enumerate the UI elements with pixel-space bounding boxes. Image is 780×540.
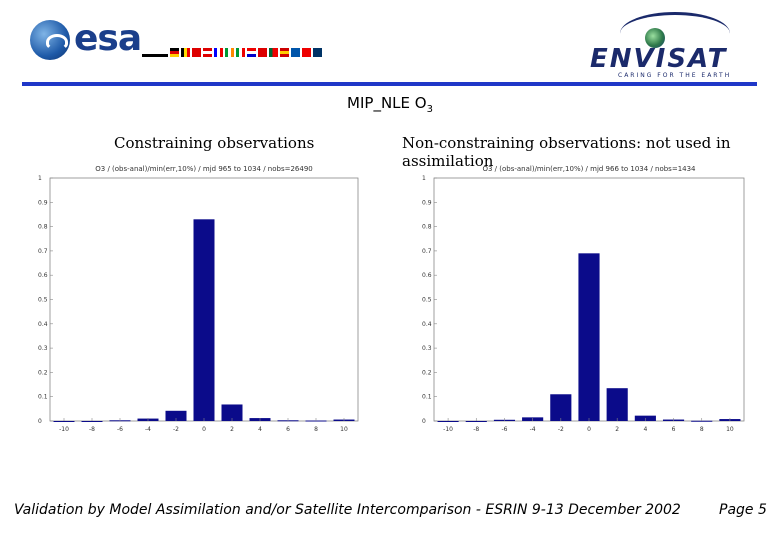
envisat-tagline: CARING FOR THE EARTH (618, 72, 732, 79)
x-tick-label: -8 (473, 426, 479, 433)
x-tick-label: 0 (202, 426, 206, 433)
y-tick-label: 0.6 (422, 272, 432, 279)
y-tick-label: 0.1 (422, 394, 432, 401)
flag-icon (302, 48, 311, 57)
bar (606, 388, 628, 421)
x-tick-label: -4 (145, 426, 151, 433)
header-rule (22, 82, 757, 86)
esa-wordmark: esa (74, 18, 142, 59)
bar (305, 420, 327, 422)
y-tick-label: 0.9 (422, 199, 432, 206)
x-tick-label: 8 (700, 426, 704, 433)
x-tick-label: -6 (117, 426, 123, 433)
esa-globe-icon (30, 20, 70, 60)
member-flags (170, 48, 322, 57)
y-tick-label: 1 (422, 175, 426, 182)
y-tick-label: 0.4 (422, 321, 432, 328)
y-tick-label: 0.2 (422, 369, 432, 376)
x-tick-label: 4 (643, 426, 647, 433)
bar (81, 421, 103, 422)
envisat-logo: ENVISAT CARING FOR THE EARTH (590, 12, 740, 79)
y-tick-label: 0.1 (38, 394, 48, 401)
bar (193, 219, 215, 421)
bar (691, 420, 713, 422)
y-tick-label: 0.7 (422, 248, 432, 255)
x-tick-label: 2 (230, 426, 234, 433)
flag-icon (192, 48, 201, 57)
flag-icon (269, 48, 278, 57)
bar (165, 410, 187, 421)
y-tick-label: 0.5 (38, 297, 48, 304)
esa-underscore (142, 54, 168, 57)
flag-icon (170, 48, 179, 57)
x-tick-label: -2 (558, 426, 564, 433)
y-tick-label: 0.9 (38, 199, 48, 206)
subtitle-right: Non-constraining observations: not used … (402, 134, 731, 170)
envisat-swoosh (620, 12, 730, 55)
x-tick-label: 10 (340, 426, 348, 433)
x-tick-label: 6 (286, 426, 290, 433)
esa-logo: esa (30, 18, 330, 68)
y-tick-label: 0.8 (38, 224, 48, 231)
x-tick-label: -6 (501, 426, 507, 433)
y-tick-label: 0.2 (38, 369, 48, 376)
chart-title: O3 / (obs-anal)/min(err,10%) / mjd 966 t… (482, 165, 696, 173)
x-tick-label: -2 (173, 426, 179, 433)
y-tick-label: 0.8 (422, 224, 432, 231)
bar (53, 421, 75, 422)
flag-icon (236, 48, 245, 57)
y-tick-label: 0.3 (38, 345, 48, 352)
histogram-constraining: O3 / (obs-anal)/min(err,10%) / mjd 965 t… (38, 165, 359, 433)
x-tick-label: 10 (726, 426, 734, 433)
y-tick-label: 0.6 (38, 272, 48, 279)
page-title: MIP_NLE O3 (0, 94, 780, 115)
x-tick-label: -10 (59, 426, 69, 433)
flag-icon (214, 48, 223, 57)
chart-title: O3 / (obs-anal)/min(err,10%) / mjd 965 t… (95, 165, 312, 173)
x-tick-label: -8 (89, 426, 95, 433)
flag-icon (291, 48, 300, 57)
flag-icon (203, 48, 212, 57)
envisat-wordmark: ENVISAT (590, 44, 728, 74)
bar (437, 421, 459, 422)
footer-text: Validation by Model Assimilation and/or … (14, 502, 681, 518)
flag-icon (247, 48, 256, 57)
bar (465, 421, 487, 422)
histogram-non-constraining: O3 / (obs-anal)/min(err,10%) / mjd 966 t… (422, 165, 745, 433)
x-tick-label: -4 (530, 426, 536, 433)
title-subscript: 3 (426, 104, 433, 115)
subtitle-left: Constraining observations (114, 134, 315, 152)
globe-icon (645, 28, 665, 48)
y-tick-label: 0 (422, 418, 426, 425)
y-tick-label: 0 (38, 418, 42, 425)
flag-icon (181, 48, 190, 57)
flag-icon (225, 48, 234, 57)
x-tick-label: 6 (672, 426, 676, 433)
y-tick-label: 0.5 (422, 297, 432, 304)
x-tick-label: 4 (258, 426, 262, 433)
flag-icon (258, 48, 267, 57)
flag-icon (280, 48, 289, 57)
y-tick-label: 1 (38, 175, 42, 182)
title-text: MIP_NLE O (347, 94, 427, 112)
bar (221, 404, 243, 421)
y-tick-label: 0.7 (38, 248, 48, 255)
x-tick-label: 8 (314, 426, 318, 433)
bar (550, 394, 572, 421)
page-number: Page 5 (719, 502, 767, 518)
y-tick-label: 0.3 (422, 345, 432, 352)
x-tick-label: 2 (615, 426, 619, 433)
x-tick-label: 0 (587, 426, 591, 433)
y-tick-label: 0.4 (38, 321, 48, 328)
x-tick-label: -10 (443, 426, 453, 433)
flag-icon (313, 48, 322, 57)
bar (578, 253, 600, 421)
